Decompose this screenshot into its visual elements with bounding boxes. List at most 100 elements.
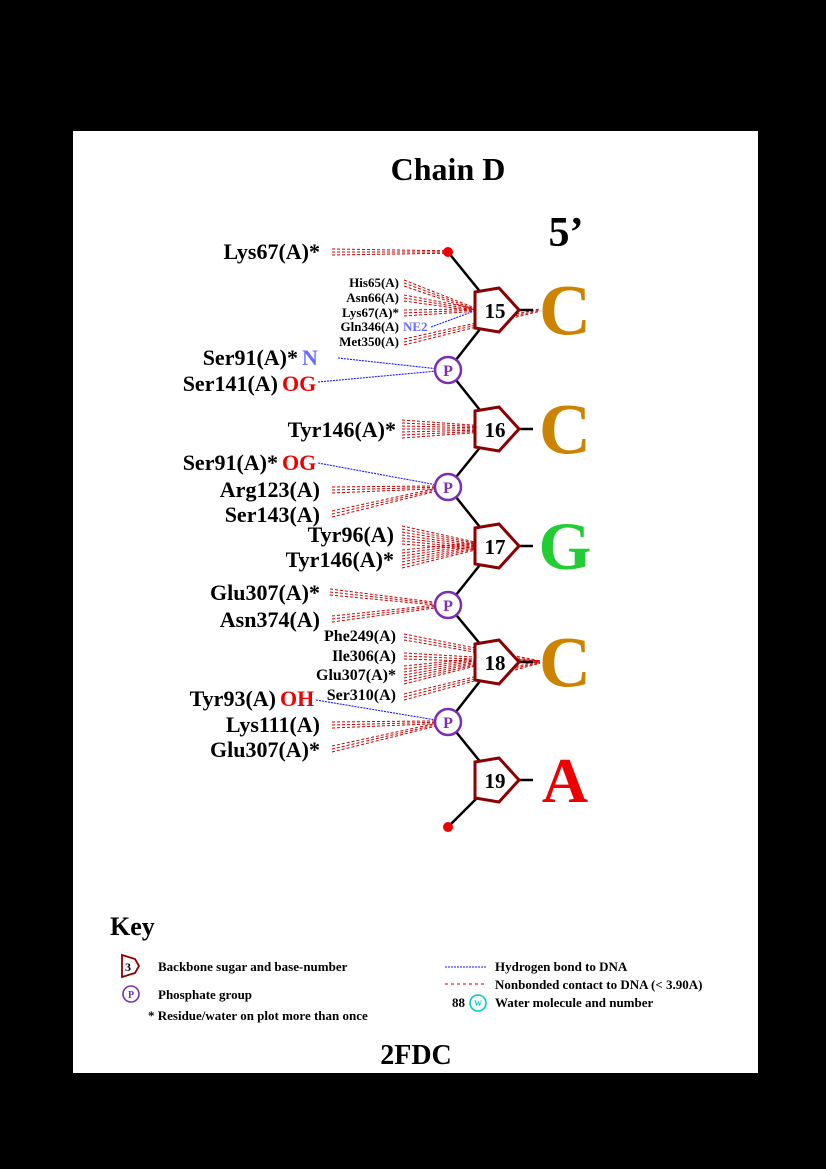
nonbonded-line bbox=[401, 430, 478, 436]
sugar-number-19: 19 bbox=[485, 769, 506, 793]
phosphate-circle-4 bbox=[433, 707, 463, 737]
contact-lines bbox=[315, 248, 541, 753]
residue-label: Ile306(A) bbox=[332, 648, 396, 665]
residue-label: Gln346(A) bbox=[341, 319, 400, 334]
residue-labels: Lys67(A)*His65(A)Asn66(A)Lys67(A)*Gln346… bbox=[183, 239, 428, 762]
nonbonded-line bbox=[331, 252, 449, 256]
key-water-icon bbox=[469, 994, 487, 1012]
phosphate-letter-1: P bbox=[443, 363, 453, 380]
nonbonded-line bbox=[403, 663, 478, 682]
chain-title: Chain D bbox=[391, 151, 506, 187]
atom-label: NE2 bbox=[403, 319, 428, 334]
residue-label: Ser310(A) bbox=[327, 687, 396, 704]
key-sugar-pentagon-icon bbox=[121, 953, 141, 979]
residue-label: Asn66(A) bbox=[346, 290, 399, 305]
base-letter-17: G bbox=[539, 508, 592, 584]
nonbonded-line bbox=[401, 547, 478, 566]
nonbonded-line bbox=[401, 545, 478, 560]
key-sugar-text: Backbone sugar and base-number bbox=[158, 959, 348, 974]
nonbonded-line bbox=[403, 310, 541, 346]
hbond-line bbox=[430, 309, 478, 328]
nonbonded-line bbox=[403, 657, 478, 667]
nonbonded-line bbox=[403, 659, 478, 670]
residue-label: Ser141(A) bbox=[183, 371, 278, 396]
nonbonded-line bbox=[401, 543, 478, 551]
nonbonded-line bbox=[401, 422, 478, 428]
phosphate-circle-1 bbox=[433, 355, 463, 385]
key-hbond-text: Hydrogen bond to DNA bbox=[495, 959, 628, 974]
phosphate-circle-2 bbox=[433, 472, 463, 502]
sugar-number-18: 18 bbox=[485, 651, 506, 675]
key-sugar-number: 3 bbox=[125, 960, 131, 974]
nonbonded-line bbox=[403, 279, 478, 310]
nonbonded-line bbox=[331, 248, 449, 252]
hbond-line bbox=[317, 369, 449, 383]
nonbonded-line bbox=[329, 594, 449, 607]
residue-label: Ser91(A)* bbox=[203, 345, 298, 370]
nonbonded-line bbox=[331, 603, 449, 617]
residue-label: Ser91(A)* bbox=[183, 450, 278, 475]
figure-panel bbox=[73, 131, 758, 1073]
nonbonded-line bbox=[403, 661, 478, 676]
nonbonded-line bbox=[403, 309, 541, 343]
atom-label: OG bbox=[282, 450, 316, 475]
key-phosphate-letter: P bbox=[128, 990, 134, 1001]
nonbonded-line bbox=[403, 294, 478, 310]
sugar-pentagon-15 bbox=[473, 286, 522, 334]
residue-label: Arg123(A) bbox=[220, 477, 320, 502]
residue-label: Glu307(A)* bbox=[316, 667, 396, 684]
base-letter-15: C bbox=[539, 270, 591, 350]
nonbonded-line bbox=[401, 549, 478, 569]
nonbonded-line bbox=[403, 633, 541, 662]
key-water-text: Water molecule and number bbox=[495, 995, 654, 1010]
nonbonded-line bbox=[403, 282, 478, 311]
nonbonded-line bbox=[403, 652, 541, 662]
hbond-line bbox=[317, 462, 449, 488]
nonbonded-line bbox=[403, 660, 478, 673]
sugar-number-15: 15 bbox=[485, 299, 506, 323]
residue-label: Tyr96(A) bbox=[308, 522, 394, 547]
residue-label: Lys111(A) bbox=[226, 712, 320, 737]
residue-label: His65(A) bbox=[349, 275, 399, 290]
nonbonded-line bbox=[331, 487, 449, 494]
key-repeat-text: * Residue/water on plot more than once bbox=[148, 1008, 368, 1023]
residue-label: Tyr146(A)* bbox=[286, 547, 394, 572]
nonbonded-line bbox=[331, 721, 449, 726]
sugar-pentagon-19 bbox=[473, 756, 522, 804]
nonbonded-line bbox=[331, 485, 449, 488]
terminal-5-dot bbox=[443, 247, 453, 257]
sugar-number-16: 16 bbox=[485, 418, 506, 442]
atom-label: OG bbox=[282, 371, 316, 396]
nonbonded-line bbox=[403, 662, 541, 701]
phosphate-letter-2: P bbox=[443, 480, 453, 497]
nonbonded-line bbox=[401, 525, 478, 543]
nonbonded-line bbox=[401, 546, 478, 563]
sugar-pentagon-16 bbox=[473, 405, 522, 453]
nonbonded-line bbox=[331, 486, 449, 515]
nonbonded-line bbox=[329, 591, 449, 606]
nonbonded-line bbox=[401, 544, 478, 557]
residue-label: Glu307(A)* bbox=[210, 737, 320, 762]
nonbonded-line bbox=[403, 660, 541, 695]
nonbonded-line bbox=[403, 658, 541, 664]
nonbonded-line bbox=[401, 543, 478, 554]
sugar-pentagon-17 bbox=[473, 522, 522, 570]
nonbonded-line bbox=[403, 665, 478, 685]
residue-label: Asn374(A) bbox=[220, 607, 320, 632]
residue-label: Met350(A) bbox=[339, 334, 399, 349]
hbond-line bbox=[315, 699, 449, 723]
key-phosphate-icon bbox=[122, 985, 140, 1003]
nonbonded-line bbox=[401, 540, 478, 549]
key-water-number: 88 bbox=[452, 995, 466, 1010]
nonbonded-line bbox=[401, 528, 478, 545]
nonbonded-line bbox=[403, 308, 478, 311]
terminal-3-dot bbox=[443, 822, 453, 832]
residue-label: Glu307(A)* bbox=[210, 580, 320, 605]
nonbonded-line bbox=[331, 486, 449, 491]
nonbonded-line bbox=[331, 604, 449, 620]
nonbonded-line bbox=[403, 310, 478, 317]
phosphate-circle-3 bbox=[433, 590, 463, 620]
atom-label: OH bbox=[280, 686, 314, 711]
nonbonded-line bbox=[331, 721, 449, 750]
